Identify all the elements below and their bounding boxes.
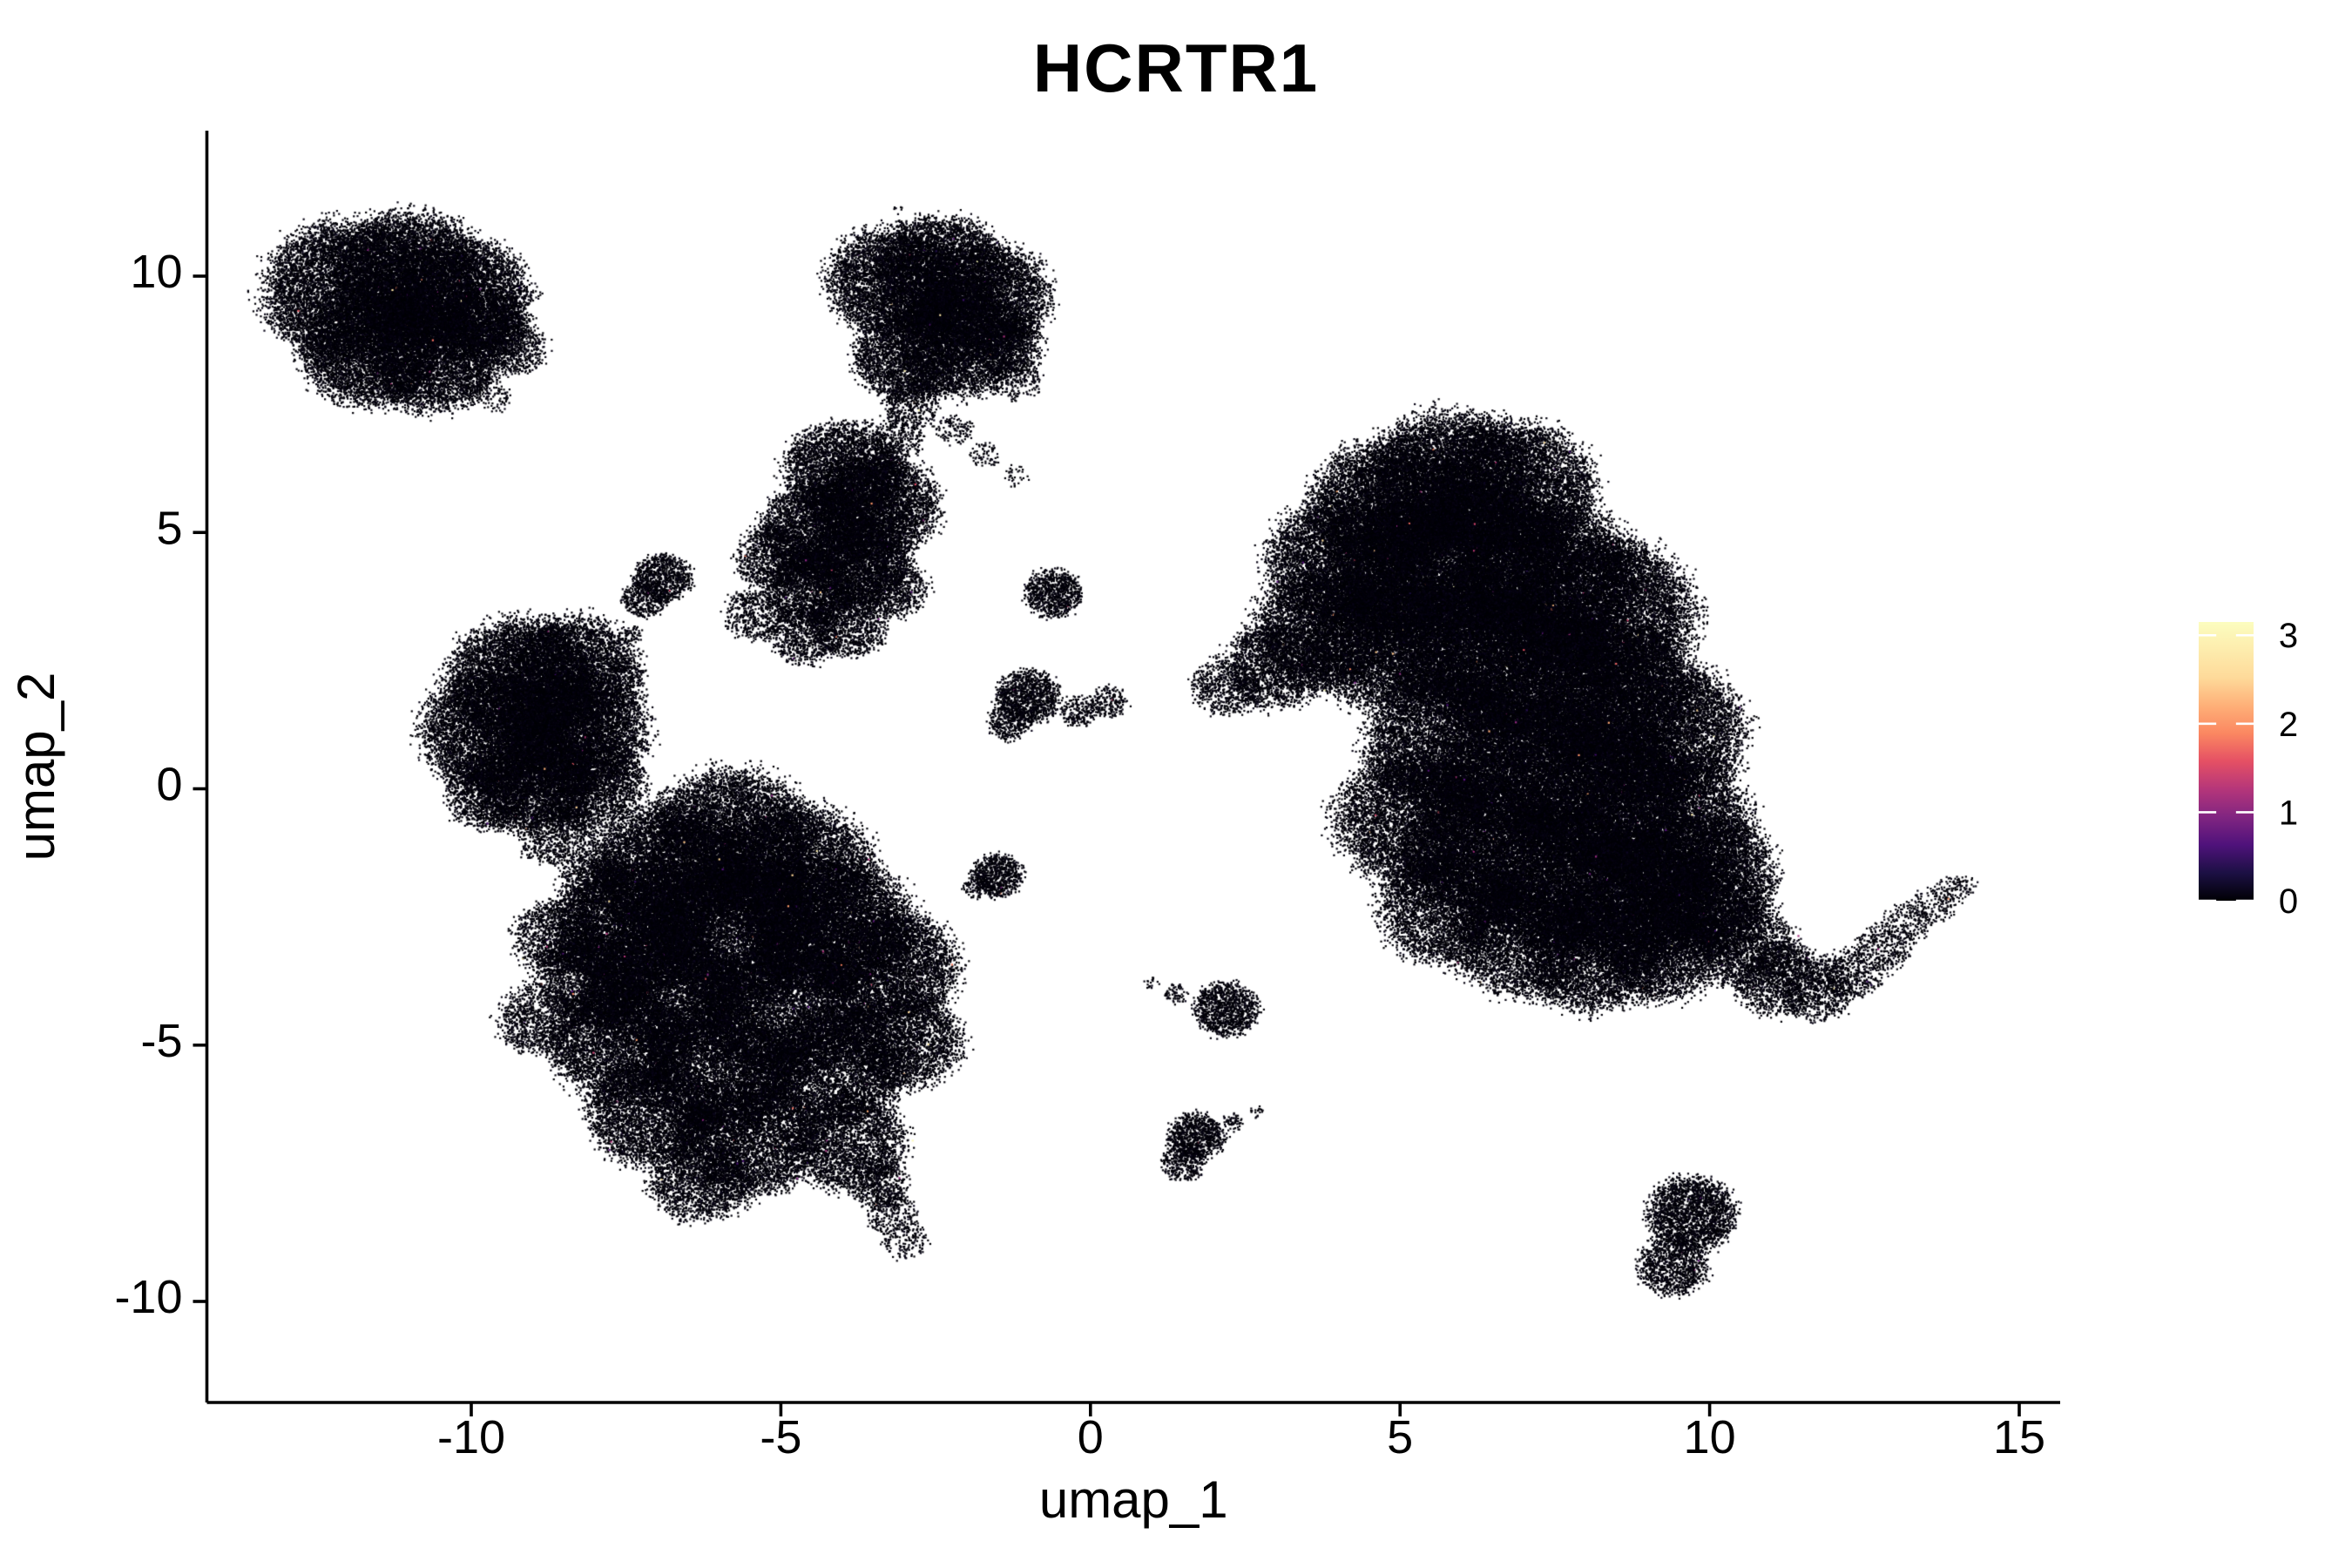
- svg-text:10: 10: [130, 246, 182, 298]
- svg-text:-5: -5: [140, 1015, 182, 1067]
- svg-text:0: 0: [1078, 1411, 1104, 1463]
- svg-text:-5: -5: [760, 1411, 801, 1463]
- svg-text:15: 15: [1993, 1411, 2045, 1463]
- svg-text:0: 0: [156, 759, 182, 811]
- svg-text:1: 1: [2279, 794, 2298, 832]
- svg-text:-10: -10: [437, 1411, 505, 1463]
- svg-text:2: 2: [2279, 706, 2298, 744]
- svg-text:3: 3: [2279, 617, 2298, 655]
- svg-text:5: 5: [1387, 1411, 1413, 1463]
- svg-text:umap_2: umap_2: [7, 672, 65, 862]
- svg-text:0: 0: [2279, 882, 2298, 921]
- svg-text:5: 5: [156, 502, 182, 554]
- svg-text:umap_1: umap_1: [1039, 1470, 1228, 1529]
- svg-text:10: 10: [1684, 1411, 1736, 1463]
- svg-text:-10: -10: [114, 1271, 182, 1323]
